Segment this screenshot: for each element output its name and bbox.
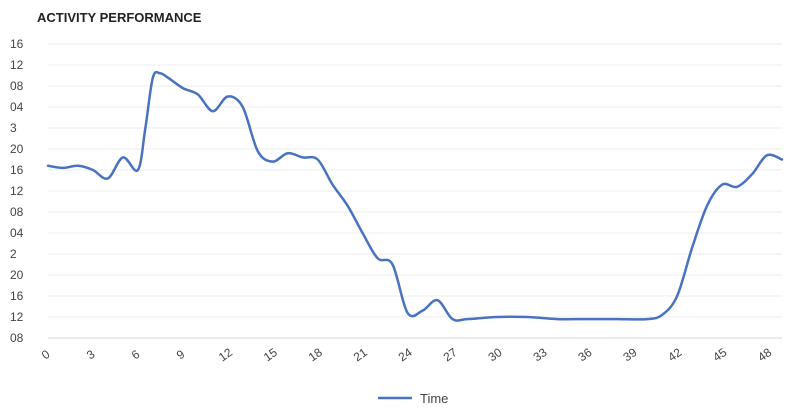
y-tick-label: 04 [10,100,24,114]
x-tick-label: 21 [351,345,370,364]
y-tick-label: 12 [10,184,24,198]
x-tick-label: 0 [39,347,53,362]
x-axis: 0 3 6 9 12 15 18 21 24 27 30 33 36 39 42 45 48 [39,345,775,364]
x-tick-label: 36 [575,345,594,364]
y-tick-label: 2 [10,247,17,261]
legend-label-time: Time [420,391,448,406]
y-tick-label: 3 [10,121,17,135]
y-tick-label: 08 [10,331,24,345]
x-tick-label: 3 [84,347,98,362]
x-tick-label: 6 [129,347,143,362]
x-tick-label: 24 [396,345,415,364]
x-tick-label: 15 [261,345,280,364]
series-layer [46,70,784,322]
y-tick-label: 12 [10,310,24,324]
y-tick-label: 12 [10,58,24,72]
x-tick-label: 12 [216,345,235,364]
y-tick-label: 08 [10,205,24,219]
y-tick-label: 20 [10,142,24,156]
y-axis: 16 12 08 04 3 20 16 12 08 04 2 20 16 12 08 [10,37,24,345]
y-tick-label: 08 [10,79,24,93]
x-tick-label: 18 [306,345,325,364]
y-tick-label: 16 [10,163,24,177]
x-tick-label: 33 [531,345,550,364]
series-line-time [46,70,784,322]
x-tick-label: 48 [755,345,774,364]
chart-title: ACTIVITY PERFORMANCE [37,10,202,25]
x-tick-label: 39 [620,345,639,364]
y-tick-label: 16 [10,289,24,303]
x-tick-label: 9 [174,347,188,362]
x-tick-label: 30 [486,345,505,364]
y-tick-label: 04 [10,226,24,240]
legend: Time [378,391,448,406]
x-tick-label: 27 [441,345,460,364]
x-tick-label: 45 [710,345,729,364]
y-tick-label: 16 [10,37,24,51]
grid [48,43,782,339]
y-tick-label: 20 [10,268,24,282]
x-tick-label: 42 [665,345,684,364]
